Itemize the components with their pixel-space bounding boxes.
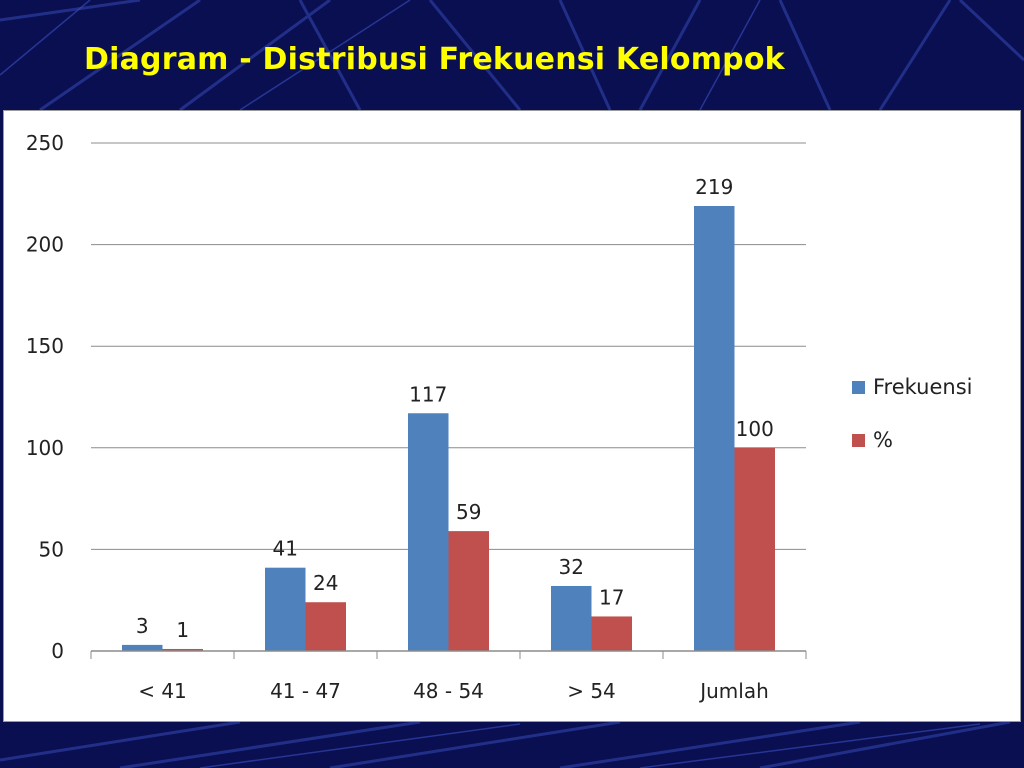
data-label: 24 (313, 571, 338, 595)
y-tick-label: 200 (26, 233, 64, 257)
data-label: 59 (456, 500, 481, 524)
bars (122, 205, 775, 651)
bar-frekuensi (694, 205, 735, 651)
bar-frekuensi (408, 413, 449, 651)
chart-panel: 0 50 100 150 200 250 3 41 117 32 219 1 24 59 17 100 < … (3, 110, 1021, 722)
legend-swatch (852, 434, 865, 447)
data-labels: 3 41 117 32 219 1 24 59 17 100 (136, 175, 774, 642)
legend-label: Frekuensi (873, 375, 972, 399)
data-label: 219 (695, 175, 733, 199)
data-label: 1 (176, 618, 189, 642)
y-tick-label: 50 (39, 537, 64, 561)
bar-persen (448, 531, 489, 651)
y-tick-label: 250 (26, 131, 64, 155)
x-tick-label: < 41 (138, 679, 187, 703)
bar-frekuensi (551, 585, 592, 651)
y-tick-label: 0 (51, 639, 64, 663)
y-axis-tick-labels: 0 50 100 150 200 250 (26, 131, 64, 663)
slide-title: Diagram - Distribusi Frekuensi Kelompok (84, 42, 785, 77)
y-tick-label: 150 (26, 334, 64, 358)
x-tick-label: > 54 (567, 679, 616, 703)
x-axis: < 41 41 - 47 48 - 54 > 54 Jumlah (90, 650, 807, 703)
bar-frekuensi (122, 644, 163, 651)
bar-persen (591, 616, 632, 651)
data-label: 3 (136, 614, 149, 638)
x-tick-label: 41 - 47 (270, 679, 341, 703)
data-label: 41 (273, 537, 298, 561)
data-label: 17 (599, 585, 624, 609)
data-label: 32 (559, 555, 584, 579)
bar-persen (305, 602, 346, 651)
bar-chart: 0 50 100 150 200 250 3 41 117 32 219 1 24 59 17 100 < … (26, 131, 973, 703)
legend-label: % (873, 428, 893, 452)
x-tick-label: Jumlah (698, 679, 769, 703)
bar-frekuensi (265, 567, 306, 651)
data-label: 100 (736, 417, 774, 441)
data-label: 117 (409, 382, 447, 406)
y-tick-label: 100 (26, 436, 64, 460)
bar-persen (734, 447, 775, 651)
x-tick-label: 48 - 54 (413, 679, 484, 703)
legend: Frekuensi% (852, 375, 972, 452)
bar-persen (162, 648, 203, 651)
legend-swatch (852, 381, 865, 394)
